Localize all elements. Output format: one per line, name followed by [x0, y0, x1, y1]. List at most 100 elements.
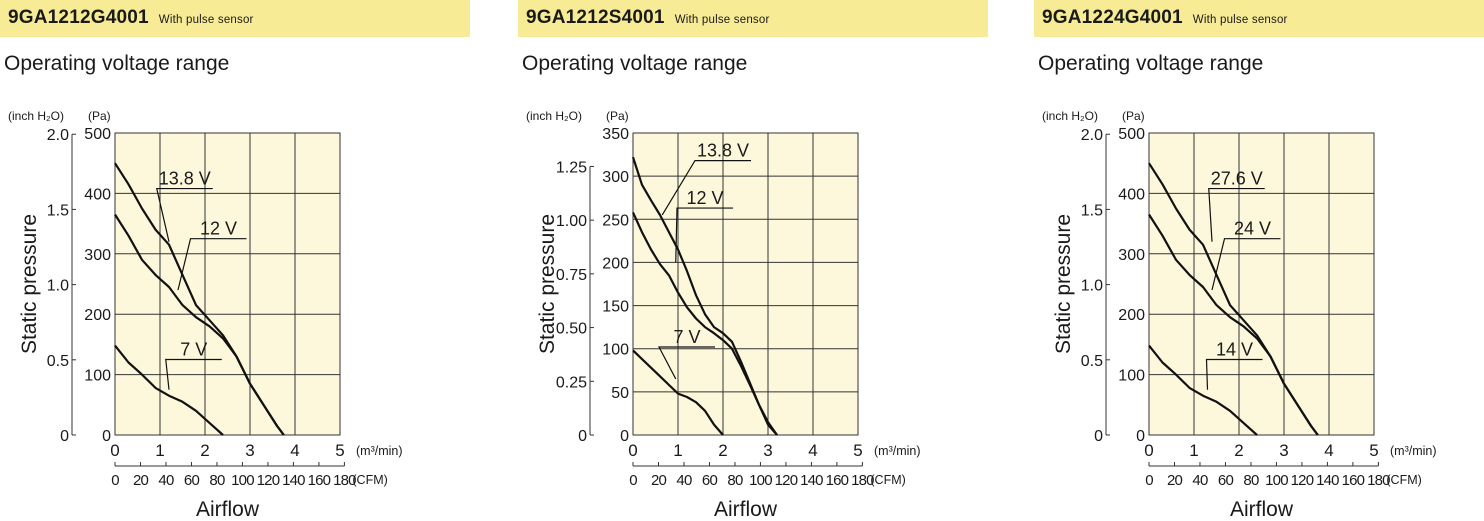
- cfm-tick-label: 100: [749, 472, 772, 489]
- x-unit-secondary: (CFM): [870, 473, 905, 487]
- series-label: 7 V: [180, 340, 207, 360]
- y-axis-title: Static pressure: [1052, 214, 1075, 354]
- y-tick-label: 400: [1118, 186, 1145, 203]
- y-tick-label: 100: [1118, 368, 1145, 385]
- model-name: 9GA1212S4001 With pulse sensor: [526, 7, 770, 28]
- plot-background: [115, 133, 340, 435]
- x-unit-primary: (m³/min): [874, 444, 921, 458]
- y2-tick-label: 1.5: [1081, 202, 1103, 219]
- series-label-leader: [675, 207, 733, 263]
- cfm-tick-label: 60: [1218, 472, 1234, 489]
- y2-tick-label: 2.0: [1081, 127, 1103, 144]
- cfm-tick-label: 0: [629, 472, 637, 489]
- x-tick-label: 1: [155, 441, 164, 460]
- cfm-tick-label: 120: [1291, 472, 1314, 489]
- x-tick-label: 3: [245, 441, 254, 460]
- cfm-tick-label: 120: [257, 472, 280, 489]
- y-axis-title: Static pressure: [536, 214, 559, 354]
- cfm-tick-label: 140: [800, 472, 823, 489]
- y-unit-primary: (Pa): [606, 109, 629, 123]
- plot-border: [632, 132, 859, 436]
- y-tick-label: 200: [84, 307, 111, 324]
- x-tick-label: 2: [718, 441, 727, 460]
- cfm-tick-label: 100: [1265, 472, 1288, 489]
- x-tick-label: 1: [1189, 441, 1198, 460]
- pq-curve-chart: (inch H₂O) (Pa)00.51.01.52.00100200300400…: [8, 109, 403, 521]
- y-tick-label: 300: [602, 169, 629, 186]
- x-tick-label: 3: [1279, 441, 1288, 460]
- series-label-leader: [658, 346, 715, 380]
- cfm-tick-label: 180: [851, 472, 874, 489]
- y-tick-label: 0: [1136, 428, 1145, 445]
- cfm-tick-label: 0: [1145, 472, 1153, 489]
- chart-subtitle: Operating voltage range: [1038, 52, 1264, 75]
- y-tick-label: 500: [84, 126, 111, 143]
- series-label: 27.6 V: [1211, 169, 1263, 189]
- series-label-leader: [177, 238, 247, 291]
- plot-background: [633, 133, 858, 435]
- pq-curve-chart: (inch H₂O) (Pa)00.250.500.751.001.2505010…: [526, 109, 921, 521]
- x-tick-label: 3: [763, 441, 772, 460]
- series-label-leader: [155, 187, 213, 242]
- cfm-tick-label: 20: [651, 472, 667, 489]
- model-note: With pulse sensor: [1192, 14, 1288, 26]
- y-tick-label: 200: [602, 255, 629, 272]
- cfm-tick-label: 40: [1192, 472, 1208, 489]
- cfm-tick-label: 80: [1243, 472, 1259, 489]
- x-unit-secondary: (CFM): [1386, 473, 1421, 487]
- cfm-tick-label: 60: [702, 472, 718, 489]
- cfm-tick-label: 180: [333, 472, 356, 489]
- series-line: [114, 213, 285, 436]
- chart-panel-1: 9GA1212G4001 With pulse sensor Operating …: [0, 0, 470, 521]
- y2-tick-label: 1.25: [556, 159, 587, 176]
- series-label: 12 V: [200, 219, 237, 239]
- cfm-tick-label: 140: [282, 472, 305, 489]
- y2-tick-label: 1.00: [556, 213, 587, 230]
- model-note: With pulse sensor: [158, 14, 254, 26]
- series-line: [114, 344, 224, 436]
- x-tick-label: 1: [673, 441, 682, 460]
- series-label: 7 V: [673, 327, 700, 347]
- model-name: 9GA1212G4001 With pulse sensor: [8, 7, 254, 28]
- y-axis-title: Static pressure: [18, 214, 41, 354]
- x-tick-label: 2: [200, 441, 209, 460]
- y-tick-label: 300: [1118, 247, 1145, 264]
- series-label: 12 V: [686, 188, 723, 208]
- x-axis-title: Airflow: [1230, 498, 1294, 521]
- y2-tick-label: 0.50: [556, 321, 587, 338]
- cfm-tick-label: 180: [1367, 472, 1390, 489]
- y-unit-secondary: (inch H₂O): [8, 109, 64, 123]
- plot-border: [114, 132, 341, 436]
- series-label-leader: [1208, 187, 1265, 242]
- series-line: [632, 349, 724, 436]
- cfm-tick-label: 20: [133, 472, 149, 489]
- y2-tick-label: 1.5: [47, 202, 69, 219]
- cfm-tick-label: 0: [111, 472, 119, 489]
- y2-tick-label: 0.5: [47, 353, 69, 370]
- series-label-leader: [165, 358, 222, 390]
- y-tick-label: 500: [1118, 126, 1145, 143]
- x-axis-title: Airflow: [196, 498, 260, 521]
- cfm-tick-label: 60: [184, 472, 200, 489]
- cfm-tick-label: 100: [231, 472, 254, 489]
- x-tick-label: 5: [335, 441, 344, 460]
- model-header: 9GA1212S4001 With pulse sensor: [518, 0, 988, 37]
- y2-tick-label: 0: [60, 428, 69, 445]
- x-tick-label: 0: [1144, 441, 1153, 460]
- model-header: 9GA1212G4001 With pulse sensor: [0, 0, 470, 37]
- chart-subtitle: Operating voltage range: [4, 52, 230, 75]
- cfm-tick-label: 160: [826, 472, 849, 489]
- series-label-leader: [1205, 358, 1263, 390]
- series-line: [1148, 213, 1319, 436]
- series-label-leader: [1211, 238, 1281, 291]
- model-name: 9GA1224G4001 With pulse sensor: [1042, 7, 1288, 28]
- y2-tick-label: 2.0: [47, 127, 69, 144]
- x-tick-label: 0: [110, 441, 119, 460]
- y-tick-label: 350: [602, 126, 629, 143]
- cfm-tick-label: 160: [1342, 472, 1365, 489]
- cfm-tick-label: 160: [308, 472, 331, 489]
- model-note: With pulse sensor: [674, 14, 770, 26]
- x-tick-label: 5: [1369, 441, 1378, 460]
- y-tick-label: 0: [102, 428, 111, 445]
- y-tick-label: 200: [1118, 307, 1145, 324]
